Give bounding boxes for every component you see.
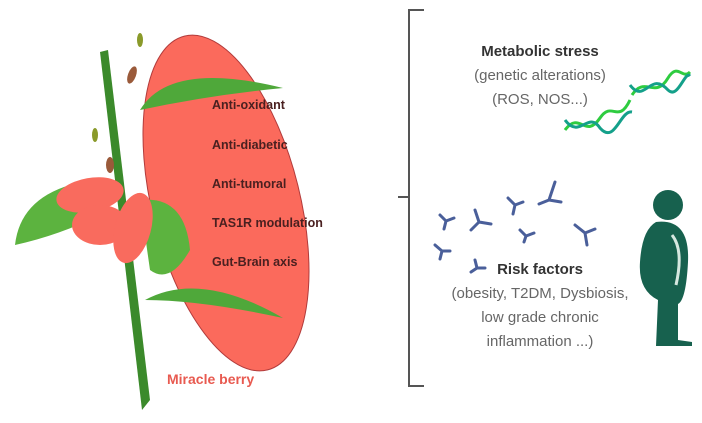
property-anti-tumoral: Anti-tumoral [212,177,287,191]
property-gut-brain-axis: Gut-Brain axis [212,255,298,269]
metabolic-stress-title: Metabolic stress [481,43,599,60]
antibodies-icon [433,180,597,274]
dna-icon [563,69,692,135]
property-anti-oxidant: Anti-oxidant [212,98,285,112]
property-tas1r-modulation: TAS1R modulation [212,216,323,230]
risk-factors-block: Risk factors (obesity, T2DM, Dysbiosis, … [430,258,650,354]
risk-factors-line: (obesity, T2DM, Dysbiosis, [451,285,629,302]
risk-factors-line: low grade chronic [481,309,599,326]
risk-factors-line: inflammation ...) [486,333,594,350]
plant-label: Miracle berry [167,371,255,387]
miracle-berry-plant-icon [15,33,283,410]
metabolic-stress-line: (ROS, NOS...) [492,91,588,108]
risk-factors-title: Risk factors [497,261,583,278]
bracket [398,9,424,387]
metabolic-stress-line: (genetic alterations) [474,67,606,84]
obese-person-icon [639,190,692,346]
property-anti-diabetic: Anti-diabetic [212,138,288,152]
metabolic-stress-block: Metabolic stress (genetic alterations) (… [440,40,640,112]
